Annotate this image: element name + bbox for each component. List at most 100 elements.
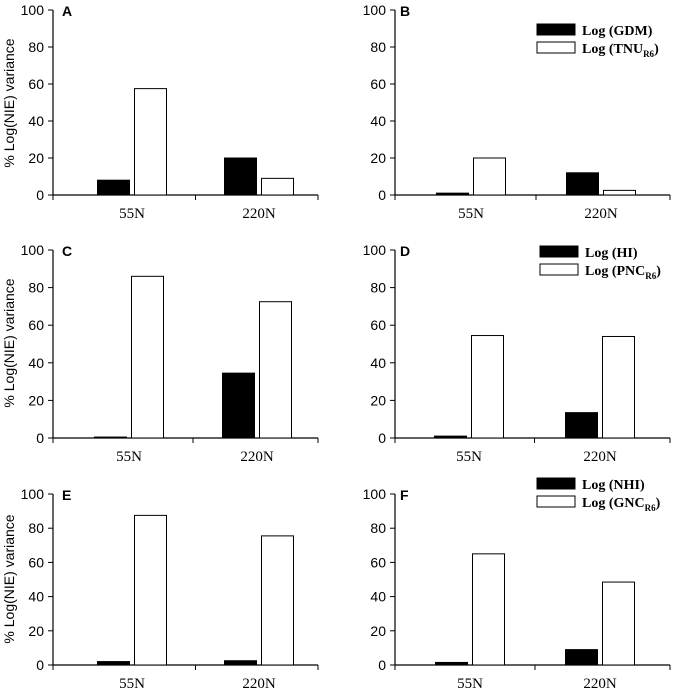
y-tick-label: 80 — [370, 280, 386, 296]
panel-letter: F — [400, 487, 409, 503]
y-tick-label: 80 — [28, 280, 44, 296]
legend-label-tail: ) — [656, 496, 661, 511]
bar-black-55n — [434, 435, 467, 439]
bar-black-220n — [565, 412, 598, 439]
category-label: 55N — [458, 206, 484, 222]
bar-black-220n — [565, 649, 598, 666]
legend-label-main: Log (PNC — [585, 264, 645, 279]
y-tick-label: 100 — [21, 242, 45, 258]
legend-label-tail: ) — [654, 42, 659, 57]
category-label: 220N — [242, 206, 276, 222]
legend-swatch — [536, 495, 576, 508]
y-tick-label: 0 — [36, 187, 44, 203]
bar-black-55n — [97, 661, 130, 666]
legend-label: Log (GDM) — [582, 24, 653, 39]
category-label: 55N — [456, 449, 482, 465]
y-tick-label: 60 — [28, 76, 44, 92]
legend-label-main: Log (TNU — [582, 42, 643, 57]
y-tick-label: 0 — [36, 657, 44, 673]
legend-label-tail: ) — [656, 264, 661, 279]
panel-c: 0 20 40 60 80 100 55N 220N C % Log(NIE) variance — [1, 242, 319, 465]
bar-black-220n — [224, 660, 257, 666]
bar-black-55n — [94, 436, 127, 439]
legend-label-subscript: R6 — [643, 49, 654, 59]
y-tick-label: 20 — [370, 623, 386, 639]
legend: Log (NHI) Log (GNCR6) — [536, 477, 661, 513]
bar-white-55n — [134, 514, 167, 666]
y-tick-label: 20 — [28, 392, 44, 408]
legend-label-subscript: R6 — [645, 271, 656, 281]
panel-letter: D — [400, 243, 410, 259]
category-label: 220N — [240, 449, 274, 465]
y-tick-label: 60 — [28, 554, 44, 570]
y-tick-label: 100 — [363, 2, 387, 18]
y-tick-label: 20 — [370, 150, 386, 166]
bar-white-220n — [261, 535, 294, 666]
y-axis-label: % Log(NIE) variance — [1, 514, 17, 643]
legend-label: Log (GNCR6) — [582, 496, 661, 513]
panel-a: 0 20 40 60 80 100 55N 220N A % Log(NIE) variance — [1, 2, 319, 222]
legend-label: Log (PNCR6) — [585, 264, 661, 281]
legend-swatch — [536, 23, 576, 36]
bar-white-55n — [471, 335, 504, 439]
legend-label-main: Log (GNC — [582, 496, 645, 511]
panel-letter: E — [62, 487, 71, 503]
y-tick-label: 60 — [370, 554, 386, 570]
panel-d: 0 20 40 60 80 100 55N 220N D Log (HI) Log (PNCR6) — [363, 242, 671, 465]
y-tick-label: 40 — [370, 113, 386, 129]
bar-black-55n — [97, 179, 130, 196]
bar-white-220n — [602, 581, 635, 666]
y-tick-label: 80 — [370, 520, 386, 536]
panel-letter: A — [62, 3, 72, 19]
y-tick-label: 20 — [28, 150, 44, 166]
legend-label-main: Log (NHI) — [582, 478, 645, 493]
panel-letter: C — [62, 243, 72, 259]
category-label: 55N — [457, 676, 483, 692]
bar-white-55n — [473, 157, 506, 196]
bar-black-220n — [222, 372, 255, 439]
y-tick-label: 20 — [370, 392, 386, 408]
y-tick-label: 40 — [28, 589, 44, 605]
category-label: 220N — [584, 206, 618, 222]
y-tick-label: 0 — [36, 430, 44, 446]
category-label: 220N — [242, 676, 276, 692]
panel-letter: B — [400, 3, 410, 19]
legend: Log (HI) Log (PNCR6) — [539, 245, 661, 281]
category-label: 55N — [119, 676, 145, 692]
legend: Log (GDM) Log (TNUR6) — [536, 23, 659, 59]
legend-label: Log (HI) — [585, 246, 638, 261]
y-tick-label: 0 — [378, 187, 386, 203]
bar-white-220n — [603, 189, 636, 196]
bar-white-55n — [134, 88, 167, 196]
legend-label-main: Log (GDM) — [582, 24, 653, 39]
legend-label: Log (TNUR6) — [582, 42, 659, 59]
y-tick-label: 40 — [28, 113, 44, 129]
y-tick-label: 40 — [370, 589, 386, 605]
bar-white-220n — [602, 335, 635, 439]
category-label: 55N — [119, 206, 145, 222]
panel-b: 0 20 40 60 80 100 55N 220N B Log (GDM) Log (TNUR6) — [363, 2, 671, 222]
bar-black-55n — [435, 661, 468, 666]
bar-black-220n — [566, 172, 599, 196]
panel-e: 0 20 40 60 80 100 55N 220N E % Log(NIE) variance — [1, 486, 319, 692]
y-tick-label: 80 — [28, 39, 44, 55]
legend-label-subscript: R6 — [645, 503, 656, 513]
y-tick-label: 40 — [28, 355, 44, 371]
y-axis-label: % Log(NIE) variance — [1, 38, 17, 167]
legend-swatch — [536, 477, 576, 490]
y-tick-label: 60 — [28, 317, 44, 333]
bar-black-220n — [224, 157, 257, 196]
legend-label: Log (NHI) — [582, 478, 645, 493]
y-tick-label: 40 — [370, 355, 386, 371]
category-label: 220N — [583, 676, 617, 692]
y-tick-label: 60 — [370, 76, 386, 92]
y-tick-label: 80 — [28, 520, 44, 536]
category-label: 220N — [583, 449, 617, 465]
y-tick-label: 100 — [21, 2, 45, 18]
y-tick-label: 20 — [28, 623, 44, 639]
y-tick-label: 100 — [363, 242, 387, 258]
y-axis-label: % Log(NIE) variance — [1, 278, 17, 407]
y-tick-label: 60 — [370, 317, 386, 333]
y-tick-label: 0 — [378, 657, 386, 673]
y-tick-label: 100 — [21, 486, 45, 502]
